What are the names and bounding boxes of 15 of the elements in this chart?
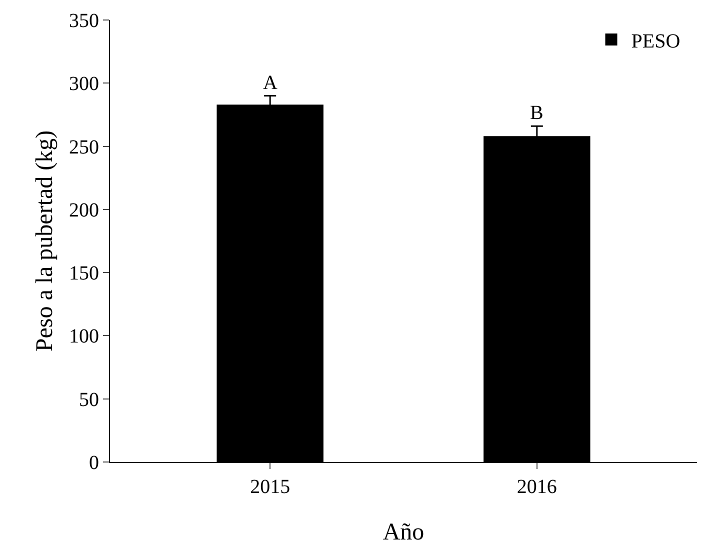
y-tick-label: 100	[69, 326, 99, 348]
legend-label: PESO	[631, 30, 680, 52]
y-tick-label: 250	[69, 136, 99, 158]
x-tick-label: 2015	[250, 476, 290, 498]
y-tick-label: 200	[69, 199, 99, 222]
y-tick-label: 150	[69, 262, 99, 285]
x-tick-label: 2016	[516, 476, 557, 498]
y-tick-label: 50	[79, 388, 99, 411]
x-axis-title: Año	[382, 519, 424, 546]
y-tick-label: 300	[69, 73, 99, 96]
annotation: A	[263, 72, 278, 94]
annotation: B	[530, 102, 544, 124]
y-tick-label: 0	[89, 452, 99, 474]
y-tick-label: 350	[69, 10, 99, 32]
y-axis-title: Peso a la pubertad (kg)	[32, 130, 58, 352]
